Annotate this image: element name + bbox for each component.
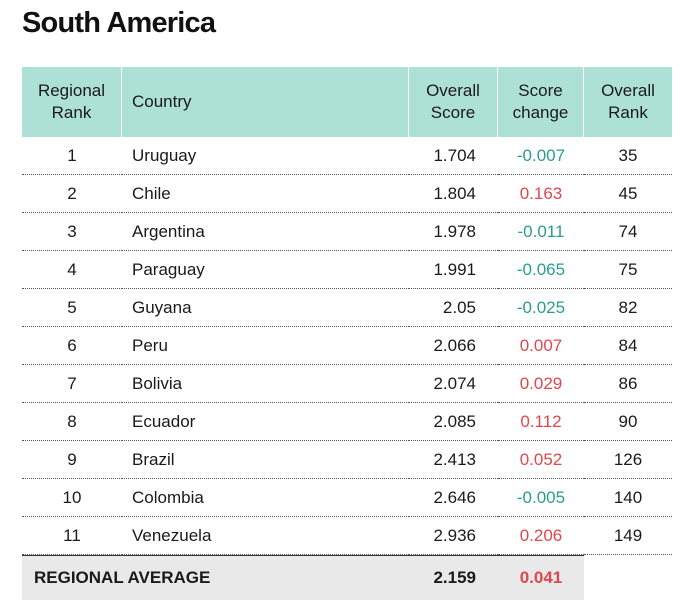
country-cell: Paraguay [122,251,409,289]
table-body: 1 Uruguay 1.704 -0.007 35 2 Chile 1.804 0.163 45 3… [22,137,672,555]
overall-rank-cell: 84 [584,327,672,365]
country-cell: Argentina [122,213,409,251]
score-change-cell: -0.007 [498,137,584,175]
regional-average-label: REGIONAL AVERAGE [22,555,409,600]
score-change-cell: 0.007 [498,327,584,365]
table-row: 4 Paraguay 1.991 -0.065 75 [22,251,672,289]
header-overall-rank: Overall Rank [584,67,672,137]
country-cell: Brazil [122,441,409,479]
country-cell: Colombia [122,479,409,517]
overall-score-cell: 1.704 [409,137,498,175]
regional-rank-cell: 5 [22,289,122,327]
score-change-cell: 0.052 [498,441,584,479]
table-row: 5 Guyana 2.05 -0.025 82 [22,289,672,327]
header-text: change [512,103,569,122]
page-title: South America [22,7,216,39]
score-change-cell: -0.005 [498,479,584,517]
table-row: 6 Peru 2.066 0.007 84 [22,327,672,365]
score-change-cell: -0.065 [498,251,584,289]
overall-score-cell: 2.085 [409,403,498,441]
table-header-row: Regional Rank Country Overall Score Scor… [22,67,672,137]
score-change-cell: 0.029 [498,365,584,403]
regional-average-score: 2.159 [409,555,498,600]
header-text: Regional [37,81,106,100]
country-cell: Venezuela [122,517,409,555]
header-overall-score: Overall Score [409,67,498,137]
overall-score-cell: 2.066 [409,327,498,365]
regional-rank-cell: 6 [22,327,122,365]
overall-rank-cell: 74 [584,213,672,251]
score-change-cell: 0.206 [498,517,584,555]
header-text: Overall [601,81,655,100]
regional-rank-cell: 3 [22,213,122,251]
regional-table: Regional Rank Country Overall Score Scor… [22,67,672,600]
country-cell: Bolivia [122,365,409,403]
table-row: 2 Chile 1.804 0.163 45 [22,175,672,213]
overall-rank-cell: 90 [584,403,672,441]
regional-rank-cell: 9 [22,441,122,479]
overall-score-cell: 1.804 [409,175,498,213]
regional-average-change: 0.041 [498,555,584,600]
country-cell: Uruguay [122,137,409,175]
overall-score-cell: 2.646 [409,479,498,517]
table-row: 9 Brazil 2.413 0.052 126 [22,441,672,479]
country-cell: Ecuador [122,403,409,441]
overall-score-cell: 2.936 [409,517,498,555]
regional-rank-cell: 2 [22,175,122,213]
table-row: 3 Argentina 1.978 -0.011 74 [22,213,672,251]
overall-rank-cell: 86 [584,365,672,403]
table-row: 1 Uruguay 1.704 -0.007 35 [22,137,672,175]
country-cell: Peru [122,327,409,365]
overall-score-cell: 1.978 [409,213,498,251]
country-cell: Guyana [122,289,409,327]
overall-rank-cell: 126 [584,441,672,479]
header-regional-rank: Regional Rank [22,67,122,137]
score-change-cell: -0.025 [498,289,584,327]
overall-rank-cell: 75 [584,251,672,289]
header-country: Country [122,67,409,137]
regional-rank-cell: 8 [22,403,122,441]
regional-rank-cell: 4 [22,251,122,289]
regional-rank-cell: 11 [22,517,122,555]
header-score-change: Score change [498,67,584,137]
overall-rank-cell: 82 [584,289,672,327]
overall-score-cell: 2.074 [409,365,498,403]
regional-rank-cell: 7 [22,365,122,403]
header-text: Score [430,103,476,122]
header-text: Overall [426,81,480,100]
header-text: Score [518,81,563,100]
overall-rank-cell: 149 [584,517,672,555]
overall-score-cell: 2.05 [409,289,498,327]
overall-rank-cell: 45 [584,175,672,213]
score-change-cell: 0.163 [498,175,584,213]
score-change-cell: 0.112 [498,403,584,441]
overall-rank-cell: 140 [584,479,672,517]
country-cell: Chile [122,175,409,213]
regional-rank-cell: 1 [22,137,122,175]
regional-rank-cell: 10 [22,479,122,517]
overall-rank-cell: 35 [584,137,672,175]
overall-score-cell: 1.991 [409,251,498,289]
table-row: 10 Colombia 2.646 -0.005 140 [22,479,672,517]
table-row: 8 Ecuador 2.085 0.112 90 [22,403,672,441]
table-row: 7 Bolivia 2.074 0.029 86 [22,365,672,403]
table-row: 11 Venezuela 2.936 0.206 149 [22,517,672,555]
header-text: Rank [51,103,92,122]
header-text: Country [132,92,192,111]
overall-score-cell: 2.413 [409,441,498,479]
regional-average-row: REGIONAL AVERAGE 2.159 0.041 [22,555,672,600]
regional-average-empty [584,555,672,600]
header-text: Rank [608,103,648,122]
score-change-cell: -0.011 [498,213,584,251]
